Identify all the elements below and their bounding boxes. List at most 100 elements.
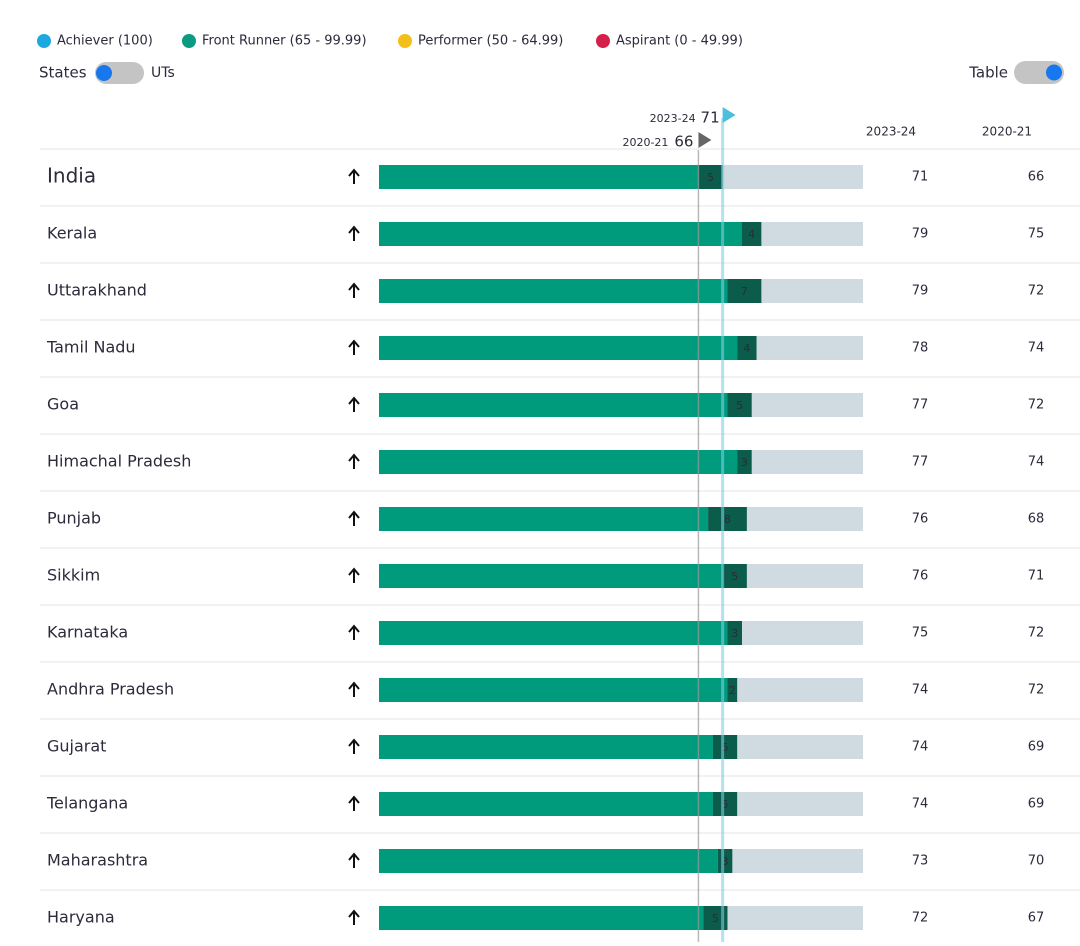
value-2023: 71 bbox=[912, 170, 929, 185]
change-bar bbox=[727, 393, 752, 417]
up-arrow bbox=[348, 225, 360, 241]
value-2020: 66 bbox=[1028, 170, 1045, 185]
value-2023: 79 bbox=[912, 284, 929, 299]
value-2020: 74 bbox=[1028, 341, 1045, 356]
value-2020: 67 bbox=[1028, 911, 1045, 926]
bar bbox=[379, 678, 728, 702]
value-2020: 72 bbox=[1028, 626, 1045, 641]
row-label: Gujarat bbox=[47, 737, 106, 756]
row-label: Haryana bbox=[47, 908, 115, 927]
row-label: Himachal Pradesh bbox=[47, 452, 191, 471]
toggle-knob bbox=[1046, 64, 1062, 81]
up-arrow bbox=[348, 339, 360, 355]
up-arrow bbox=[348, 282, 360, 298]
value-2020: 72 bbox=[1028, 683, 1045, 698]
up-arrow bbox=[348, 795, 360, 811]
bar bbox=[379, 336, 738, 360]
value-2023: 74 bbox=[912, 797, 929, 812]
change-label: 5 bbox=[712, 912, 719, 925]
row-label: Kerala bbox=[47, 224, 97, 243]
legend-label: Performer (50 - 64.99) bbox=[418, 34, 563, 49]
change-label: 5 bbox=[722, 741, 729, 754]
bar bbox=[379, 849, 718, 873]
change-bar bbox=[727, 678, 738, 702]
row-label: Tamil Nadu bbox=[46, 338, 136, 357]
change-label: 7 bbox=[741, 285, 748, 298]
change-label: 3 bbox=[722, 855, 729, 868]
bar bbox=[379, 165, 699, 189]
bar bbox=[379, 393, 728, 417]
change-label: 5 bbox=[707, 171, 714, 184]
up-arrow bbox=[348, 510, 360, 526]
legend-label: Front Runner (65 - 99.99) bbox=[202, 34, 367, 49]
value-2023: 72 bbox=[912, 911, 929, 926]
value-2020: 69 bbox=[1028, 740, 1045, 755]
bar bbox=[379, 621, 728, 645]
change-bar bbox=[712, 792, 738, 816]
legend-label: Aspirant (0 - 49.99) bbox=[616, 34, 743, 49]
row-label: Goa bbox=[47, 395, 79, 414]
change-label: 4 bbox=[743, 342, 750, 355]
up-arrow bbox=[348, 453, 360, 469]
value-2020: 72 bbox=[1028, 284, 1045, 299]
change-label: 5 bbox=[731, 570, 738, 583]
value-2023: 78 bbox=[912, 341, 929, 356]
row-label: Uttarakhand bbox=[47, 281, 147, 300]
up-arrow bbox=[348, 681, 360, 697]
reference-value: 66 bbox=[674, 133, 693, 151]
change-label: 3 bbox=[731, 627, 738, 640]
change-bar bbox=[737, 450, 752, 474]
legend-dot bbox=[182, 34, 196, 48]
change-bar bbox=[727, 279, 762, 303]
states-label: States bbox=[39, 64, 87, 82]
change-label: 5 bbox=[722, 798, 729, 811]
change-bar bbox=[742, 222, 762, 246]
reference-marker bbox=[722, 107, 736, 123]
bar bbox=[379, 279, 728, 303]
value-2023: 73 bbox=[912, 854, 929, 869]
value-2023: 79 bbox=[912, 227, 929, 242]
value-2023: 75 bbox=[912, 626, 929, 641]
change-label: 8 bbox=[724, 513, 731, 526]
change-label: 3 bbox=[741, 456, 748, 469]
column-header: 2020-21 bbox=[982, 125, 1032, 139]
bar bbox=[379, 735, 713, 759]
value-2023: 74 bbox=[912, 683, 929, 698]
value-2023: 77 bbox=[912, 398, 929, 413]
change-bar bbox=[698, 165, 723, 189]
value-2023: 76 bbox=[912, 569, 929, 584]
value-2020: 69 bbox=[1028, 797, 1045, 812]
legend-dot bbox=[37, 34, 51, 48]
change-bar bbox=[712, 735, 738, 759]
value-2020: 68 bbox=[1028, 512, 1045, 527]
legend-dot bbox=[596, 34, 610, 48]
up-arrow bbox=[348, 909, 360, 925]
value-2020: 71 bbox=[1028, 569, 1045, 584]
legend-label: Achiever (100) bbox=[57, 34, 153, 49]
up-arrow bbox=[348, 738, 360, 754]
value-2023: 74 bbox=[912, 740, 929, 755]
table-label: Table bbox=[968, 64, 1008, 82]
toggle-knob bbox=[96, 65, 112, 81]
row-label: Telangana bbox=[46, 794, 128, 813]
bar bbox=[379, 906, 704, 930]
row-label: India bbox=[47, 164, 96, 188]
row-label: Andhra Pradesh bbox=[47, 680, 174, 699]
bar bbox=[379, 507, 709, 531]
reference-marker bbox=[698, 132, 712, 148]
row-label: Punjab bbox=[47, 509, 101, 528]
change-bar bbox=[727, 621, 742, 645]
up-arrow bbox=[348, 567, 360, 583]
value-2020: 72 bbox=[1028, 398, 1045, 413]
bar bbox=[379, 792, 713, 816]
value-2020: 70 bbox=[1028, 854, 1045, 869]
change-label: 2 bbox=[729, 684, 736, 697]
change-label: 4 bbox=[748, 228, 755, 241]
up-arrow bbox=[348, 168, 360, 184]
change-bar bbox=[722, 564, 747, 588]
up-arrow bbox=[348, 396, 360, 412]
value-2023: 76 bbox=[912, 512, 929, 527]
reference-series: 2023-24 bbox=[650, 112, 696, 125]
uts-label: UTs bbox=[151, 65, 175, 81]
